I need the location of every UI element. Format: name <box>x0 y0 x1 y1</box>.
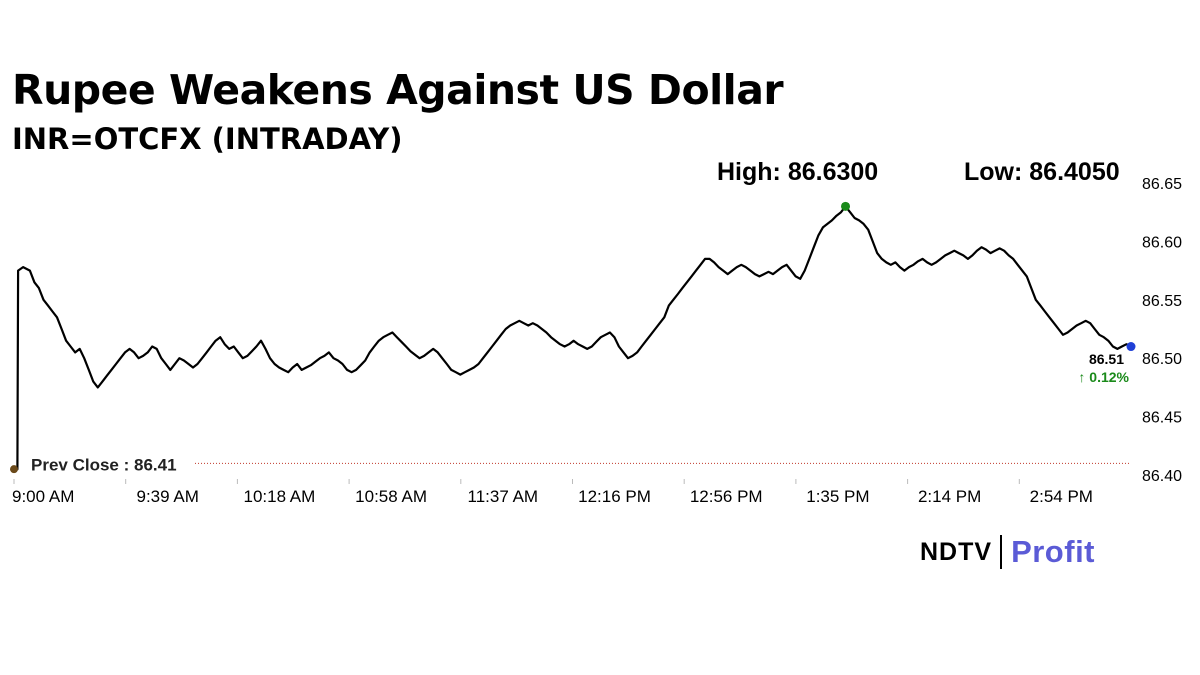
change-label: ↑ 0.12% <box>1078 369 1129 385</box>
series-line <box>14 205 1132 471</box>
high-marker <box>841 201 851 211</box>
high-label: High: 86.6300 <box>717 158 879 186</box>
chart-title: Rupee Weakens Against US Dollar <box>12 66 784 114</box>
y-axis: 86.65 86.60 86.55 86.50 86.45 86.40 <box>1142 176 1182 485</box>
start-marker <box>10 465 18 474</box>
x-tick-label: 2:54 PM <box>1030 487 1093 506</box>
x-tick-label: 11:37 AM <box>468 487 539 506</box>
chart-subtitle: INR=OTCFX (INTRADAY) <box>12 122 403 156</box>
logo-divider <box>1000 535 1003 569</box>
y-tick-label: 86.40 <box>1142 468 1182 485</box>
x-tick-label: 10:58 AM <box>355 487 427 506</box>
x-tick-label: 12:16 PM <box>578 487 651 506</box>
last-value-label: 86.51 <box>1089 351 1124 367</box>
low-label: Low: 86.4050 <box>964 158 1120 186</box>
y-tick-label: 86.60 <box>1142 234 1182 251</box>
x-tick-label: 9:00 AM <box>12 487 74 506</box>
y-tick-label: 86.50 <box>1142 351 1182 368</box>
x-tick-label: 2:14 PM <box>918 487 981 506</box>
plot-area <box>10 201 1136 474</box>
x-tick-label: 10:18 AM <box>243 487 315 506</box>
x-axis: 9:00 AM 9:39 AM 10:18 AM 10:58 AM 11:37 AM 12… <box>12 479 1093 506</box>
x-tick-label: 1:35 PM <box>806 487 869 506</box>
x-tick-label: 12:56 PM <box>690 487 763 506</box>
y-tick-label: 86.65 <box>1142 176 1182 193</box>
y-tick-label: 86.55 <box>1142 293 1182 310</box>
profit-wordmark: Profit <box>1011 534 1095 569</box>
last-value-marker <box>1126 342 1136 352</box>
ndtv-wordmark: NDTV <box>920 537 993 566</box>
x-tick-label: 9:39 AM <box>137 487 199 506</box>
ndtv-profit-logo: NDTV Profit <box>920 532 1095 572</box>
y-tick-label: 86.45 <box>1142 410 1182 427</box>
prev-close-label: Prev Close : 86.41 <box>31 455 177 474</box>
